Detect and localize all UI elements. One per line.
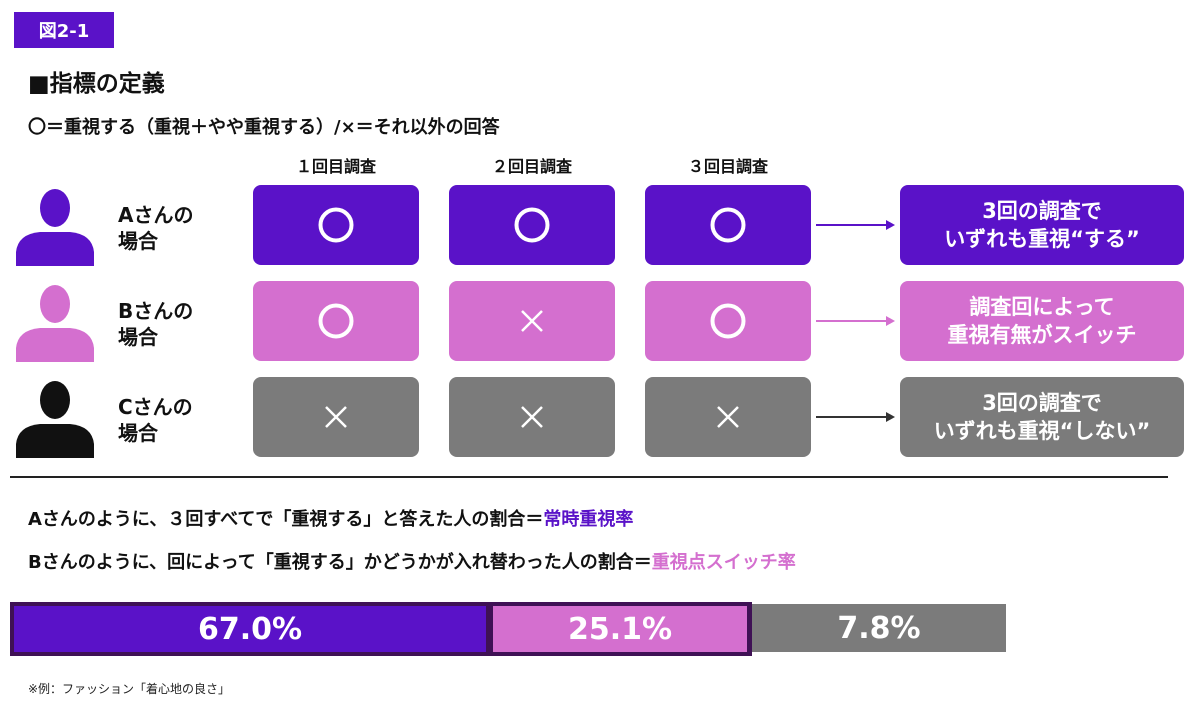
cell-a-survey-3 — [645, 185, 811, 265]
result-box-b: 調査回によって 重視有無がスイッチ — [900, 281, 1184, 361]
cell-c-survey-1 — [253, 377, 419, 457]
legend-description: 〇＝重視する（重視＋やや重視する）/×＝それ以外の回答 — [28, 117, 500, 138]
cell-a-survey-2 — [449, 185, 615, 265]
column-header-survey-3: ３回目調査 — [687, 157, 768, 176]
definition-constant-rate: Aさんのように、３回すべてで「重視する」と答えた人の割合＝常時重視率 — [28, 509, 634, 530]
row-label-b: Bさんの 場合 — [118, 299, 194, 349]
definition-switch-rate: Bさんのように、回によって「重視する」かどうかが入れ替わった人の割合＝重視点スイ… — [28, 552, 796, 573]
person-icon-c — [16, 381, 94, 458]
result-box-a: 3回の調査で いずれも重視“する” — [900, 185, 1184, 265]
cross-mark-icon — [521, 310, 543, 332]
bar-segment-constant: 67.0% — [14, 606, 486, 652]
arrow-right-icon — [816, 316, 895, 326]
circle-mark-icon — [318, 303, 354, 339]
figure-label: 図2-1 — [14, 12, 114, 48]
cell-b-survey-3 — [645, 281, 811, 361]
row-label-a: Aさんの 場合 — [118, 203, 194, 253]
term-switch-rate: 重視点スイッチ率 — [651, 552, 796, 573]
row-label-c: Cさんの 場合 — [118, 395, 193, 445]
divider — [10, 476, 1168, 478]
bar-segment-never: 7.8% — [752, 604, 1006, 652]
circle-mark-icon — [318, 207, 354, 243]
cross-mark-icon — [717, 406, 739, 428]
circle-mark-icon — [514, 207, 550, 243]
circle-mark-icon — [710, 207, 746, 243]
arrow-right-icon — [816, 412, 895, 422]
cell-c-survey-2 — [449, 377, 615, 457]
cross-mark-icon — [521, 406, 543, 428]
person-icon-b — [16, 285, 94, 362]
term-constant-rate: 常時重視率 — [543, 509, 634, 530]
cell-c-survey-3 — [645, 377, 811, 457]
cell-b-survey-2 — [449, 281, 615, 361]
cross-mark-icon — [325, 406, 347, 428]
column-header-survey-2: ２回目調査 — [491, 157, 572, 176]
result-box-c: 3回の調査で いずれも重視“しない” — [900, 377, 1184, 457]
bar-segment-switch: 25.1% — [493, 606, 747, 652]
footnote: ※例：ファッション「着心地の良さ」 — [28, 682, 231, 696]
column-header-survey-1: １回目調査 — [295, 157, 376, 176]
cell-b-survey-1 — [253, 281, 419, 361]
person-icon-a — [16, 189, 94, 266]
circle-mark-icon — [710, 303, 746, 339]
cell-a-survey-1 — [253, 185, 419, 265]
section-heading: ■指標の定義 — [28, 71, 165, 97]
arrow-right-icon — [816, 220, 895, 230]
